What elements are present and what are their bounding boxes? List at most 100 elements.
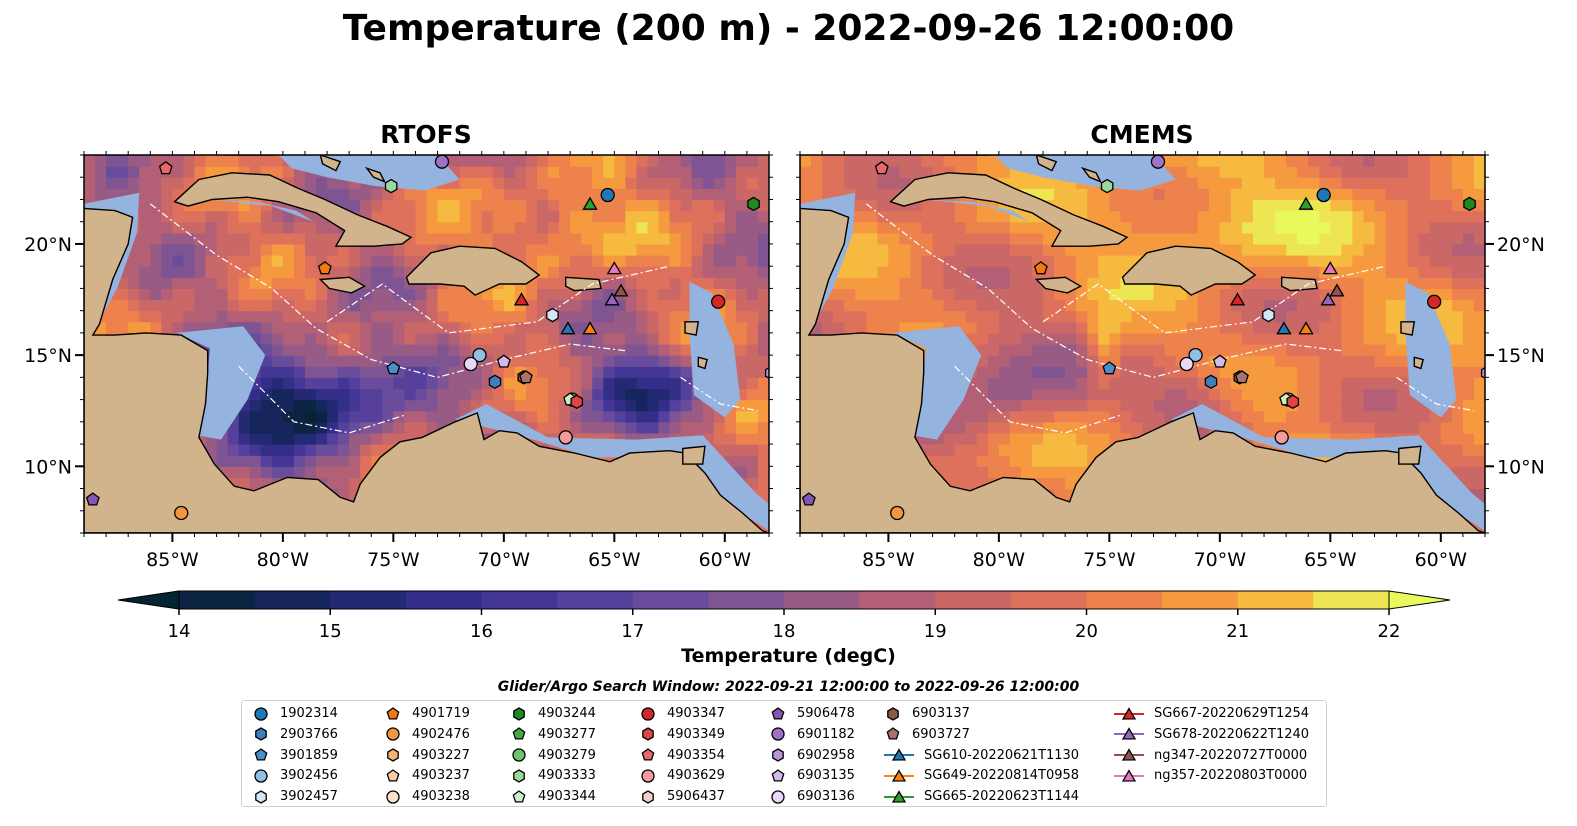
- colorbar-tick-label: 20: [1075, 621, 1098, 642]
- colorbar-segment: [859, 591, 936, 609]
- colorbar-tick-label: 21: [1226, 621, 1249, 642]
- platform-3902457: [1262, 307, 1275, 323]
- platform-SG665-20220623T1144: [1298, 196, 1314, 210]
- legend-item-4901719: 4901719: [382, 703, 470, 724]
- platform-SG649-20220814T0958: [582, 321, 598, 335]
- legend-item-4903344: 4903344: [508, 786, 596, 807]
- legend-marker-circle-icon: [386, 790, 400, 804]
- colorbar-tick-label: 14: [168, 621, 191, 642]
- lat-tick-label: 15°N: [24, 345, 72, 367]
- legend-marker: [642, 727, 654, 742]
- legend-item-SG678-20220622T1240: SG678-20220622T1240: [1112, 724, 1309, 745]
- legend-marker-pentagon-icon: [386, 706, 400, 720]
- shelf-antilles: [1405, 281, 1457, 418]
- legend-item-2903766: 2903766: [250, 724, 338, 745]
- land-guadeloupe: [1400, 321, 1416, 336]
- legend-item-3901859: 3901859: [250, 745, 338, 766]
- legend-marker-triangle-icon: [884, 748, 914, 761]
- legend-label: 4901719: [412, 706, 470, 721]
- platform-SG665-20220623T1144: [582, 196, 598, 210]
- lon-tick-label: 65°W: [588, 549, 641, 571]
- platform-6903135: [1212, 354, 1227, 368]
- legend-label: SG610-20220621T1130: [924, 747, 1080, 763]
- legend-marker-circle-icon: [771, 790, 785, 804]
- legend-label: 6903727: [912, 726, 970, 742]
- legend-label: 4902476: [412, 726, 470, 742]
- colorbar-segment: [935, 591, 1012, 609]
- legend-label: 4903629: [667, 768, 725, 784]
- legend-label: 5906478: [797, 706, 855, 721]
- legend-item-4903277: 4903277: [508, 724, 596, 745]
- land-florida: [224, 155, 276, 156]
- shelf-antilles: [689, 281, 741, 418]
- legend-marker-hexagon-icon: [887, 706, 899, 721]
- platform-5906478: [85, 492, 100, 506]
- lon-tick-label: 70°W: [1194, 549, 1247, 571]
- legend-item-4903347: 4903347: [637, 703, 725, 724]
- platform-6902958: [1480, 366, 1485, 379]
- legend-marker: [255, 789, 267, 804]
- colorbar-segment: [254, 591, 331, 609]
- legend-marker-hexagon-icon: [513, 769, 525, 783]
- lon-tick-label: 60°W: [1415, 549, 1468, 571]
- legend-marker: [641, 706, 655, 721]
- temperature-field: [800, 155, 1485, 533]
- platform-4903349: [570, 394, 584, 410]
- legend-marker: [387, 748, 399, 762]
- legend-item-6903727: 6903727: [882, 724, 970, 745]
- legend-marker-circle-icon: [254, 706, 268, 721]
- legend-marker-pentagon-icon: [254, 748, 268, 761]
- eez-boundary: [149, 203, 626, 379]
- legend-label: 1902314: [280, 706, 338, 721]
- eez-boundary: [1396, 376, 1475, 412]
- colorbar-tick-label: 15: [319, 621, 342, 642]
- shelf-nicaragua: [176, 326, 266, 440]
- eez-boundary: [680, 376, 759, 412]
- map-panel-rtofs: [84, 155, 769, 533]
- legend-marker: [772, 748, 784, 762]
- lon-tick-label: 65°W: [1304, 549, 1357, 571]
- legend-marker: [254, 706, 268, 721]
- colorbar-segment: [632, 591, 709, 609]
- lon-tick-label: 75°W: [1083, 549, 1136, 571]
- land-bahamas-1: [1035, 155, 1058, 172]
- legend-label: ng347-20220727T0000: [1154, 747, 1308, 763]
- legend-item-ng357-20220803T0000: ng357-20220803T0000: [1112, 765, 1307, 786]
- land-cuba: [173, 172, 413, 247]
- colorbar-tick-label: 16: [470, 621, 493, 642]
- platform-4901719: [1033, 261, 1048, 275]
- shelf-cuba-south: [926, 199, 1030, 222]
- platform-4903244: [747, 196, 760, 212]
- legend-marker: [887, 706, 899, 721]
- legend-marker-triangle-icon: [1114, 706, 1144, 720]
- legend-label: 4903354: [667, 747, 725, 763]
- legend-item-SG667-20220629T1254: SG667-20220629T1254: [1112, 703, 1309, 724]
- platform-6903136: [1179, 356, 1194, 372]
- colorbar-segment: [330, 591, 407, 609]
- legend-item-SG610-20220621T1130: SG610-20220621T1130: [882, 745, 1079, 766]
- platform-4903347: [711, 294, 726, 309]
- legend-label: 3902457: [280, 789, 338, 805]
- shelf-nicaragua: [892, 326, 982, 440]
- legend-marker-pentagon-icon: [771, 706, 785, 720]
- legend-marker: [886, 727, 900, 740]
- legend-item-4903238: 4903238: [382, 786, 470, 807]
- lat-tick-label: 20°N: [1497, 234, 1545, 256]
- legend-item-4903279: 4903279: [508, 745, 596, 766]
- legend-marker: [512, 789, 526, 803]
- legend-label: 4903244: [538, 706, 596, 721]
- lon-tick-label: 85°W: [862, 549, 915, 571]
- legend-marker: [386, 769, 400, 782]
- legend-label: 4903238: [412, 789, 470, 805]
- legend-marker-hexagon-icon: [255, 727, 267, 742]
- colorbar-tick-label: 17: [621, 621, 644, 642]
- legend-label: 6901182: [797, 726, 855, 742]
- legend-item-3902457: 3902457: [250, 786, 338, 807]
- legend-marker-pentagon-icon: [386, 769, 400, 782]
- legend-marker-pentagon-icon: [641, 748, 655, 761]
- legend-item-4902476: 4902476: [382, 724, 470, 745]
- legend-label: 4903333: [538, 768, 596, 784]
- legend-item-4903244: 4903244: [508, 703, 596, 724]
- legend-marker-pentagon-icon: [512, 789, 526, 803]
- map-frame: [83, 154, 770, 534]
